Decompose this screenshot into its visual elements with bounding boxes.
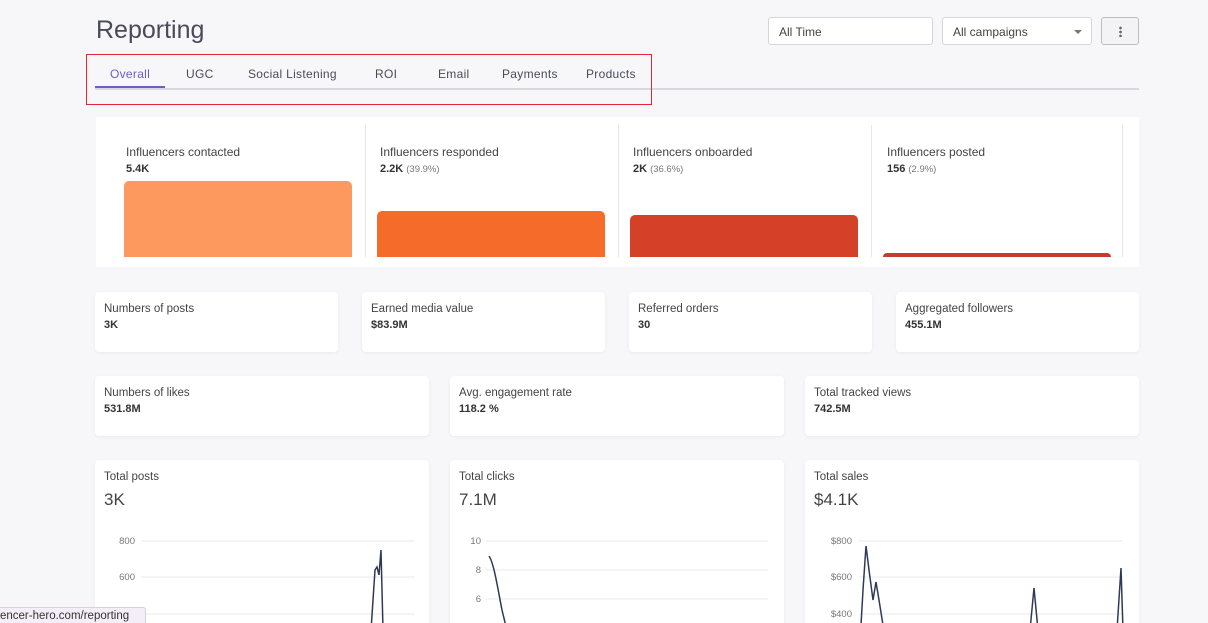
funnel-bar — [377, 211, 605, 257]
series-line — [1029, 587, 1039, 623]
tab-overall[interactable]: Overall — [110, 67, 151, 81]
stat-card-orders: Referred orders 30 — [629, 292, 872, 352]
campaign-value: All campaigns — [953, 25, 1028, 39]
date-range-value: All Time — [779, 25, 822, 39]
tab-social-listening[interactable]: Social Listening — [248, 67, 337, 81]
series-line — [488, 555, 506, 623]
influencer-funnel: Influencers contacted 5.4K Influencers r… — [96, 117, 1139, 267]
y-tick-label: 6 — [476, 594, 481, 605]
chart-label: Total clicks — [459, 471, 515, 483]
stat-card-likes: Numbers of likes 531.8M — [95, 376, 429, 436]
campaign-select[interactable]: All campaigns — [942, 17, 1092, 45]
stat-label: Total tracked views — [814, 387, 912, 399]
tabs-highlight-box — [86, 54, 652, 105]
stat-card-engagement: Avg. engagement rate 118.2 % — [450, 376, 784, 436]
stat-label: Avg. engagement rate — [459, 387, 572, 399]
tab-roi[interactable]: ROI — [375, 67, 398, 81]
stat-card-followers: Aggregated followers 455.1M — [896, 292, 1139, 352]
clicks-line-chart: 10 8 6 — [470, 536, 768, 623]
stat-label: Aggregated followers — [905, 303, 1014, 315]
y-tick-label: 8 — [476, 565, 481, 576]
funnel-label: Influencers onboarded — [633, 145, 753, 159]
funnel-bar — [883, 253, 1111, 257]
stat-card-views: Total tracked views 742.5M — [805, 376, 1139, 436]
funnel-value: 2K (36.6%) — [633, 163, 684, 175]
series-line — [1116, 567, 1124, 623]
tab-payments[interactable]: Payments — [502, 67, 558, 81]
funnel-label: Influencers posted — [887, 145, 986, 159]
funnel-value: 2.2K (39.9%) — [380, 163, 440, 175]
stat-value: 455.1M — [905, 319, 942, 331]
stat-value: 531.8M — [104, 403, 141, 415]
posts-line-chart: 800 600 — [119, 536, 415, 623]
more-vertical-icon — [1119, 26, 1122, 37]
stat-value: 742.5M — [814, 403, 851, 415]
funnel-value: 156 (2.9%) — [887, 163, 937, 175]
funnel-step-responded: Influencers responded 2.2K (39.9%) — [365, 125, 618, 257]
stat-value: 3K — [104, 319, 119, 331]
funnel-label: Influencers responded — [380, 145, 499, 159]
sales-line-chart: $800 $600 $400 — [831, 536, 1124, 623]
y-tick-label: 600 — [119, 572, 135, 583]
report-tabs: Overall UGC Social Listening ROI Email P… — [95, 58, 1139, 90]
stat-label: Numbers of posts — [104, 303, 195, 315]
stat-value: $83.9M — [371, 319, 408, 331]
chevron-down-icon — [1074, 30, 1082, 34]
y-tick-label: 10 — [470, 536, 481, 547]
stat-card-emv: Earned media value $83.9M — [362, 292, 605, 352]
y-tick-label: $800 — [831, 536, 852, 547]
funnel-step-posted: Influencers posted 156 (2.9%) — [871, 125, 1123, 257]
funnel-step-contacted: Influencers contacted 5.4K — [96, 125, 365, 257]
y-tick-label: $400 — [831, 609, 852, 620]
chart-value: 3K — [104, 490, 125, 509]
funnel-bar — [124, 181, 352, 257]
series-line — [860, 545, 884, 623]
more-options-button[interactable] — [1101, 17, 1139, 45]
funnel-value: 5.4K — [126, 163, 150, 175]
chart-value: 7.1M — [459, 490, 497, 509]
stat-value: 118.2 % — [459, 403, 499, 415]
active-tab-indicator — [95, 86, 165, 88]
tab-email[interactable]: Email — [438, 67, 470, 81]
status-bar-url: encer-hero.com/reporting — [0, 607, 146, 623]
funnel-step-onboarded: Influencers onboarded 2K (36.6%) — [618, 125, 871, 257]
stat-label: Referred orders — [638, 303, 719, 315]
tab-ugc[interactable]: UGC — [186, 67, 214, 81]
tab-products[interactable]: Products — [586, 67, 636, 81]
chart-card-total-clicks: Total clicks 7.1M 10 8 6 — [450, 460, 784, 623]
funnel-label: Influencers contacted — [126, 145, 241, 159]
y-tick-label: $600 — [831, 572, 852, 583]
stat-label: Earned media value — [371, 303, 474, 315]
chart-card-total-posts: Total posts 3K 800 600 — [95, 460, 429, 623]
stat-label: Numbers of likes — [104, 387, 190, 399]
chart-label: Total posts — [104, 471, 159, 483]
stat-value: 30 — [638, 319, 651, 331]
date-range-select[interactable]: All Time — [768, 17, 933, 45]
chart-value: $4.1K — [814, 490, 859, 509]
y-tick-label: 800 — [119, 536, 135, 547]
stat-card-posts: Numbers of posts 3K — [95, 292, 338, 352]
chart-label: Total sales — [814, 471, 869, 483]
chart-card-total-sales: Total sales $4.1K $800 $600 $400 — [805, 460, 1139, 623]
series-line — [370, 549, 384, 623]
page-title: Reporting — [96, 16, 205, 44]
funnel-bar — [630, 215, 858, 257]
